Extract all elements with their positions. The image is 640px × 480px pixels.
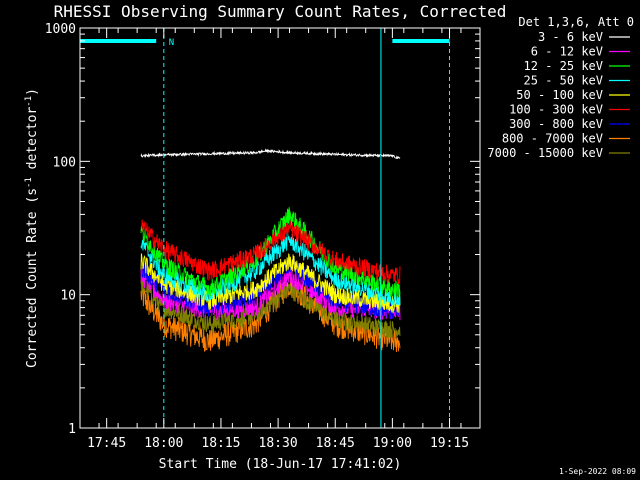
legend-label: 12 - 25 keV <box>524 59 603 73</box>
x-tick-label: 17:45 <box>87 436 126 451</box>
series-line <box>140 148 401 160</box>
data-layer <box>140 148 401 353</box>
chart-title: RHESSI Observing Summary Count Rates, Co… <box>54 2 507 21</box>
axis-layer: 1 10 100 1000 17:45 18:00 18:15 18:30 18:45 19:00… <box>45 22 481 451</box>
y-tick-label: 10 <box>60 289 76 304</box>
footer-date: 1-Sep-2022 08:09 <box>559 467 636 476</box>
legend-label: 6 - 12 keV <box>531 45 603 59</box>
y-tick-label: 100 <box>53 155 76 170</box>
legend-label: 300 - 800 keV <box>509 117 603 131</box>
x-tick-label: 18:45 <box>316 436 355 451</box>
y-tick-label: 1000 <box>45 22 76 37</box>
marker-layer: N <box>79 28 451 428</box>
series-line <box>140 276 401 339</box>
legend-label: 25 - 50 keV <box>524 74 603 88</box>
x-tick-label: 18:30 <box>259 436 298 451</box>
legend-title: Det 1,3,6, Att 0 <box>518 15 634 29</box>
y-axis-label: Corrected Count Rate (s-1 detector-1) <box>24 88 40 368</box>
legend-label: 7000 - 15000 keV <box>487 146 603 160</box>
legend-label: 3 - 6 keV <box>538 30 603 44</box>
y-tick-label: 1 <box>68 422 76 437</box>
legend-label: 100 - 300 keV <box>509 103 603 117</box>
legend-label: 800 - 7000 keV <box>502 132 603 146</box>
legend-label: 50 - 100 keV <box>516 88 603 102</box>
x-tick-label: 19:15 <box>430 436 469 451</box>
x-tick-label: 18:15 <box>201 436 240 451</box>
x-tick-label: 19:00 <box>373 436 412 451</box>
x-axis-label: Start Time (18-Jun-17 17:41:02) <box>159 457 402 472</box>
series-line <box>140 232 401 307</box>
plot-frame <box>79 27 481 429</box>
series-line <box>140 219 401 284</box>
night-label: N <box>169 38 174 48</box>
x-tick-label: 18:00 <box>144 436 183 451</box>
